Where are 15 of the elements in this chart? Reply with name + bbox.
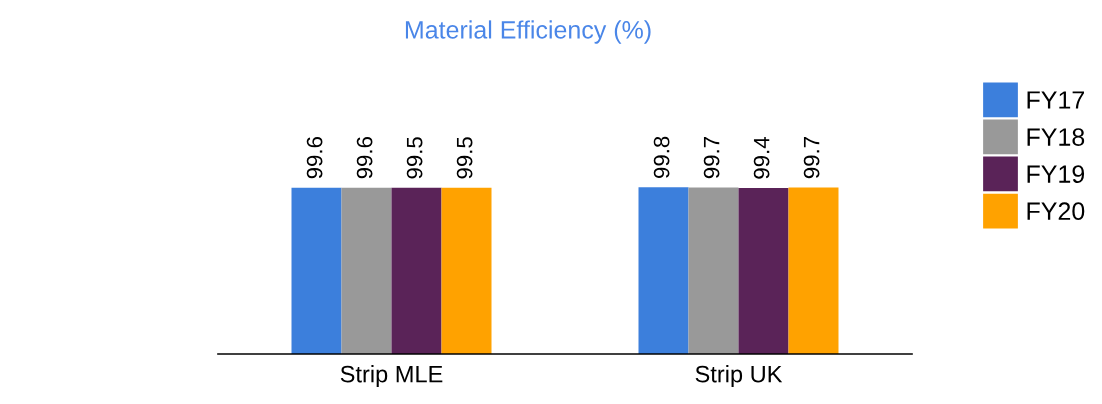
data-label: 99.6 [306,137,323,179]
data-label: 99.7 [703,137,720,179]
data-label: 99.8 [653,136,670,178]
legend-label: FY19 [1027,165,1085,183]
x-tick-label: Strip MLE [340,365,443,388]
data-label: 99.5 [406,137,423,179]
data-label: 99.6 [356,137,373,179]
x-tick-label: Strip UK [695,365,783,388]
legend-label: FY17 [1027,91,1084,109]
data-label: 99.7 [803,137,820,179]
data-label: 99.5 [456,137,473,179]
data-label: 99.4 [753,137,770,179]
legend-label: FY18 [1027,128,1085,146]
legend-label: FY20 [1027,202,1085,221]
chart-title: Material Efficiency (%) [405,20,651,44]
